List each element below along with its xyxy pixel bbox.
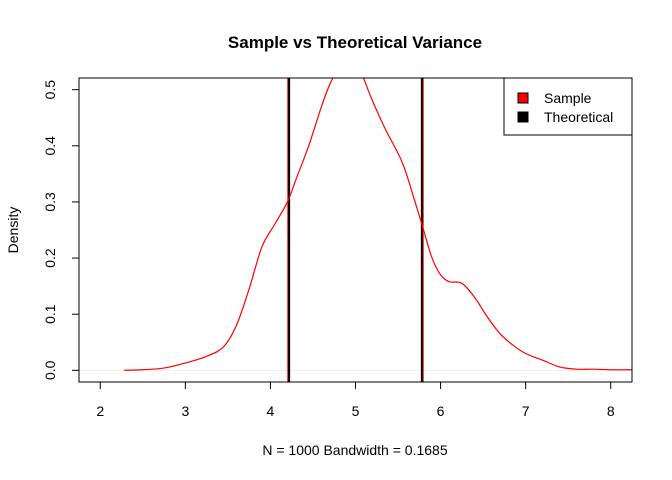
y-tick-label: 0.2 <box>42 248 58 268</box>
y-tick-label: 0.0 <box>42 360 58 380</box>
y-tick-label: 0.4 <box>42 136 58 156</box>
x-tick-label: 4 <box>267 403 275 419</box>
y-tick-label: 0.1 <box>42 304 58 324</box>
x-tick-label: 5 <box>352 403 360 419</box>
y-axis-label: Density <box>5 207 21 254</box>
y-tick-label: 0.5 <box>42 80 58 100</box>
series-line-sample <box>124 78 632 371</box>
x-tick-label: 3 <box>181 403 189 419</box>
x-tick-label: 7 <box>522 403 530 419</box>
x-axis: 2 3 4 5 6 7 8 <box>96 381 615 419</box>
legend: Sample Theoretical <box>503 77 633 136</box>
y-tick-label: 0.3 <box>42 192 58 212</box>
legend-swatch-sample <box>517 92 529 104</box>
x-tick-label: 2 <box>96 403 104 419</box>
x-axis-label: N = 1000 Bandwidth = 0.1685 <box>262 442 447 458</box>
x-tick-label: 6 <box>437 403 445 419</box>
x-tick-label: 8 <box>607 403 615 419</box>
vertical-lines <box>287 78 424 382</box>
legend-swatch-theoretical <box>517 111 529 123</box>
y-axis: 0.0 0.1 0.2 0.3 0.4 0.5 <box>42 80 80 380</box>
legend-box <box>503 77 633 136</box>
legend-label-sample: Sample <box>544 90 592 106</box>
density-series <box>124 78 632 371</box>
chart-title: Sample vs Theoretical Variance <box>228 33 482 52</box>
legend-label-theoretical: Theoretical <box>544 109 613 125</box>
